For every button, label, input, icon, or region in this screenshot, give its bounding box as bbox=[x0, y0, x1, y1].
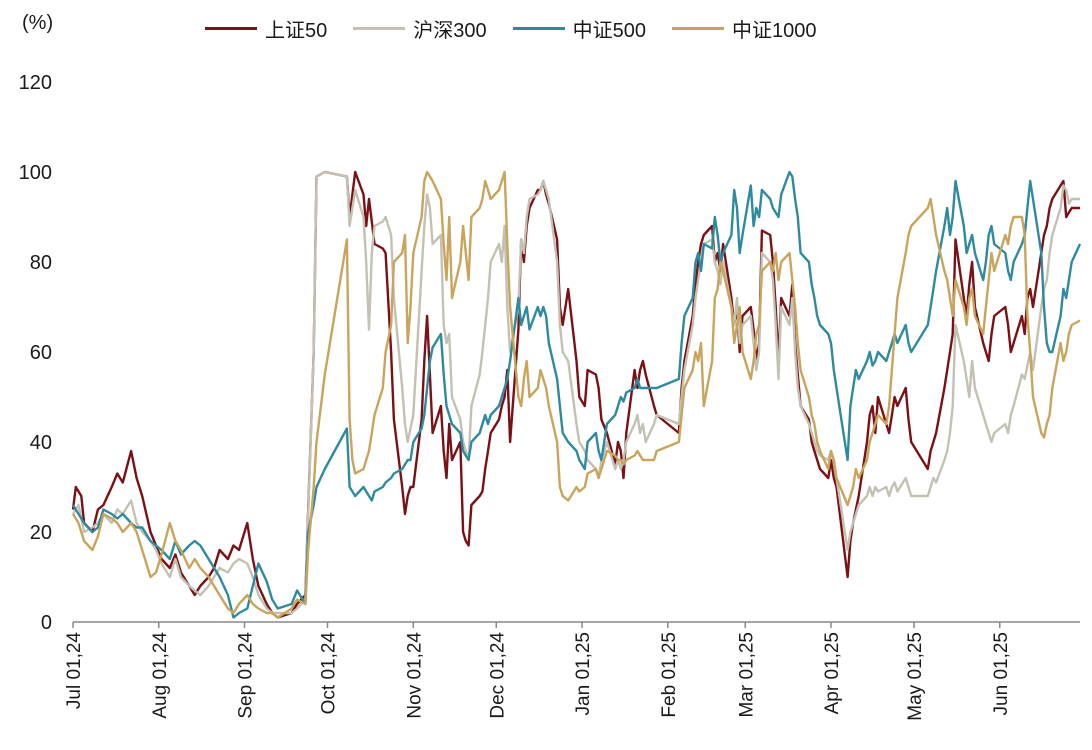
legend-swatch-csi500 bbox=[512, 27, 565, 30]
legend-label-csi300: 沪深300 bbox=[413, 20, 487, 42]
x-axis-ticks: Jul 01,24 Aug 01,24 Sep 01,24 Oct 01,24 Nov … bbox=[64, 622, 1012, 721]
x-tick-label: Jul 01,24 bbox=[64, 632, 85, 710]
x-tick-label: Nov 01,24 bbox=[404, 632, 425, 719]
y-tick-label: 100 bbox=[19, 162, 52, 184]
legend-swatch-csi1000 bbox=[672, 27, 724, 30]
y-tick-label: 60 bbox=[30, 342, 52, 364]
legend-swatch-csi300 bbox=[353, 27, 406, 30]
chart-legend: 上证50 沪深300 中证500 中证1000 bbox=[205, 14, 817, 43]
series-line-2 bbox=[71, 170, 1082, 619]
series-line-1 bbox=[71, 170, 1080, 615]
y-tick-label: 20 bbox=[30, 522, 52, 544]
legend-item-csi1000: 中证1000 bbox=[672, 14, 817, 43]
x-tick-label: Apr 01,25 bbox=[822, 632, 843, 714]
legend-item-csi300: 沪深300 bbox=[353, 14, 487, 43]
x-tick-label: Dec 01,24 bbox=[487, 632, 508, 719]
x-tick-label: Mar 01,25 bbox=[736, 632, 757, 718]
x-tick-label: Feb 01,25 bbox=[659, 632, 680, 718]
y-tick-label: 40 bbox=[30, 432, 52, 454]
y-axis-ticks: 0 20 40 60 80 100 120 bbox=[19, 72, 52, 634]
y-axis-unit-label: (%) bbox=[22, 12, 54, 34]
y-tick-label: 80 bbox=[30, 252, 52, 274]
series-line-3 bbox=[71, 170, 1081, 619]
x-tick-label: Sep 01,24 bbox=[236, 632, 257, 719]
legend-label-csi500: 中证500 bbox=[572, 20, 646, 42]
x-tick-label: Jan 01,25 bbox=[573, 632, 594, 715]
y-tick-label: 0 bbox=[41, 612, 52, 634]
y-tick-label: 120 bbox=[19, 72, 52, 94]
series-line-0 bbox=[71, 170, 1080, 619]
legend-item-sse50: 上证50 bbox=[205, 14, 327, 43]
x-tick-label: Oct 01,24 bbox=[319, 632, 340, 715]
legend-item-csi500: 中证500 bbox=[512, 14, 646, 43]
x-tick-label: May 01,25 bbox=[905, 632, 926, 721]
series-layer bbox=[71, 170, 1082, 619]
x-tick-label: Jun 01,25 bbox=[991, 632, 1012, 715]
x-tick-label: Aug 01,24 bbox=[150, 632, 171, 719]
legend-swatch-sse50 bbox=[205, 27, 257, 30]
legend-label-sse50: 上证50 bbox=[265, 20, 328, 42]
legend-label-csi1000: 中证1000 bbox=[732, 20, 817, 42]
